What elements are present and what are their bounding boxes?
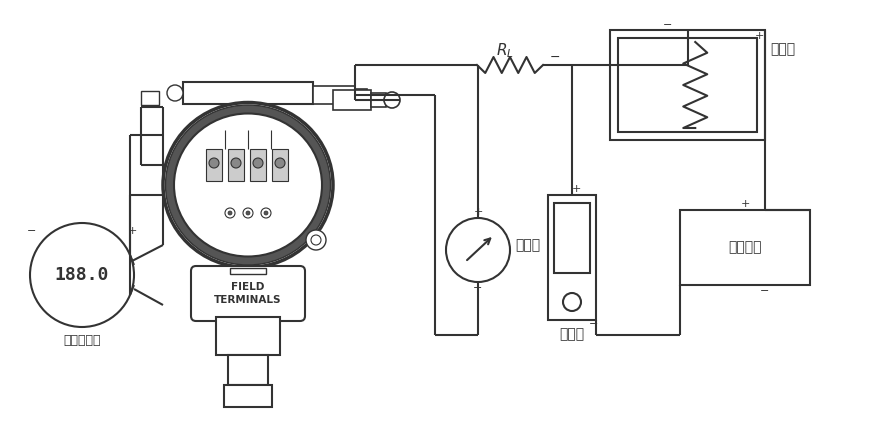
Text: 记录仪: 记录仪 <box>770 42 795 56</box>
Bar <box>610 30 765 140</box>
Bar <box>228 355 268 385</box>
Bar <box>230 268 266 274</box>
Bar <box>206 149 222 181</box>
Bar <box>548 195 596 320</box>
Circle shape <box>167 85 183 101</box>
Bar <box>228 149 244 181</box>
Bar <box>183 82 313 104</box>
Text: 指示器: 指示器 <box>560 327 584 341</box>
Circle shape <box>261 208 271 218</box>
Bar <box>141 91 159 105</box>
Circle shape <box>253 158 263 168</box>
FancyBboxPatch shape <box>191 266 305 321</box>
Circle shape <box>231 158 241 168</box>
Text: −: − <box>473 283 483 293</box>
Text: −: − <box>590 319 598 329</box>
Bar <box>333 90 371 110</box>
Text: 直流电源: 直流电源 <box>728 240 762 255</box>
Text: $R_L$: $R_L$ <box>496 42 514 60</box>
Text: 现场显示表: 现场显示表 <box>64 335 101 348</box>
Circle shape <box>563 293 581 311</box>
Bar <box>371 93 386 107</box>
Circle shape <box>384 92 400 108</box>
Circle shape <box>311 235 321 245</box>
Circle shape <box>264 211 268 215</box>
Text: −: − <box>760 286 770 296</box>
Bar <box>680 210 810 285</box>
Text: FIELD
TERMINALS: FIELD TERMINALS <box>214 282 282 305</box>
Ellipse shape <box>165 105 331 265</box>
Bar <box>272 149 288 181</box>
Bar <box>554 203 590 273</box>
Circle shape <box>30 223 134 327</box>
Bar <box>313 86 355 104</box>
Text: +: + <box>127 226 137 236</box>
Text: +: + <box>473 207 483 217</box>
Text: −: − <box>550 51 560 64</box>
Circle shape <box>225 208 235 218</box>
Ellipse shape <box>174 113 322 256</box>
Ellipse shape <box>163 103 333 268</box>
Circle shape <box>209 158 219 168</box>
Text: +: + <box>754 31 764 41</box>
Bar <box>250 149 266 181</box>
Bar <box>224 385 272 407</box>
Bar <box>618 38 757 132</box>
Text: −: − <box>27 226 37 236</box>
Bar <box>216 317 280 355</box>
Circle shape <box>275 158 285 168</box>
Text: 电流表: 电流表 <box>515 238 540 252</box>
Circle shape <box>228 211 232 215</box>
Circle shape <box>243 208 253 218</box>
Bar <box>355 89 367 101</box>
Circle shape <box>246 211 250 215</box>
Text: +: + <box>740 199 750 209</box>
Text: −: − <box>663 20 672 30</box>
Text: 188.0: 188.0 <box>55 266 110 284</box>
Circle shape <box>446 218 510 282</box>
Text: +: + <box>571 184 581 194</box>
Circle shape <box>306 230 326 250</box>
